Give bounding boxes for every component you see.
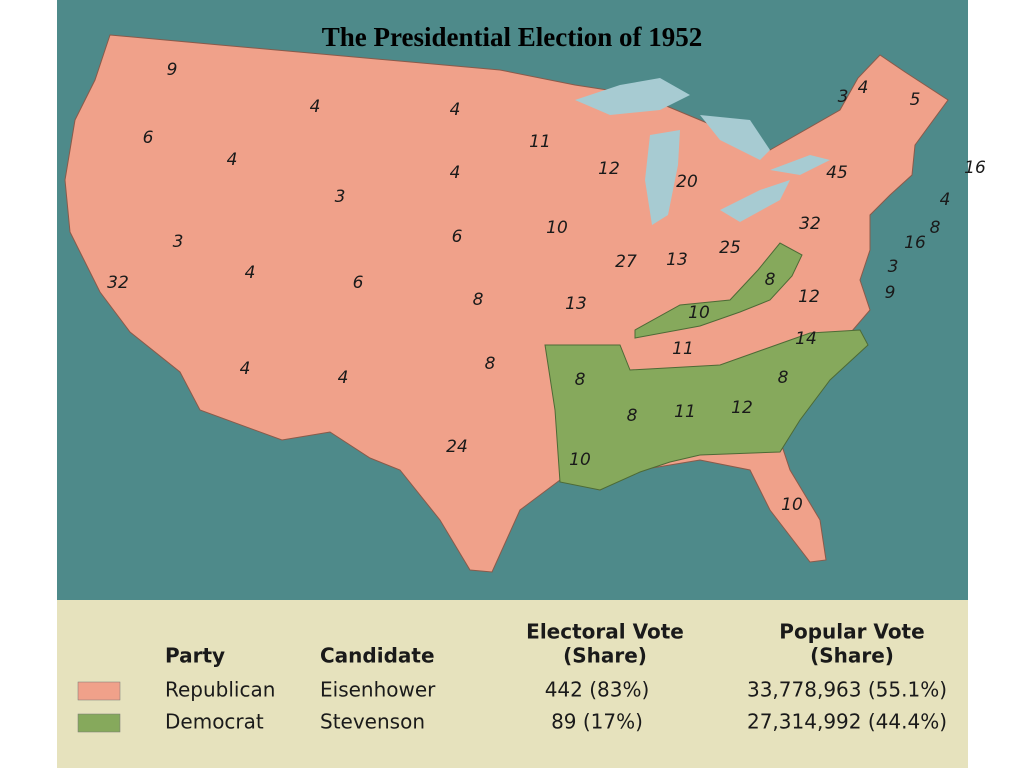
state-electoral-votes: 8	[473, 290, 484, 310]
lake	[575, 78, 690, 115]
state-electoral-votes: 4	[245, 263, 256, 283]
state-electoral-votes: 10	[688, 303, 710, 323]
popular-vote: 27,314,992 (44.4%)	[747, 710, 947, 734]
header-popular: (Share)	[810, 644, 894, 668]
state-electoral-votes: 9	[885, 283, 896, 303]
state-electoral-votes: 8	[627, 406, 638, 426]
state-electoral-votes: 27	[615, 252, 637, 272]
state-electoral-votes: 4	[940, 190, 951, 210]
header-electoral: Electoral Vote	[526, 620, 684, 644]
state-electoral-votes: 10	[781, 495, 803, 515]
lake	[645, 130, 680, 225]
state-electoral-votes: 5	[910, 90, 921, 110]
state-electoral-votes: 14	[795, 329, 817, 349]
header-popular: Popular Vote	[779, 620, 924, 644]
state-electoral-votes: 3	[173, 232, 184, 252]
state-electoral-votes: 6	[353, 273, 364, 293]
state-electoral-votes: 10	[546, 218, 568, 238]
electoral-vote: 442 (83%)	[545, 678, 650, 702]
state-electoral-votes: 45	[826, 163, 848, 183]
party: Republican	[165, 678, 275, 702]
state-electoral-votes: 13	[565, 294, 587, 314]
state-electoral-votes: 12	[598, 159, 620, 179]
state-electoral-votes: 8	[485, 354, 496, 374]
state-electoral-votes: 6	[452, 227, 463, 247]
state-electoral-votes: 25	[719, 238, 741, 258]
legend-panel	[57, 600, 968, 768]
state-electoral-votes: 3	[335, 187, 346, 207]
legend-table: Party Candidate Electoral Vote Popular Vote…	[77, 620, 947, 734]
state-electoral-votes: 32	[107, 273, 129, 293]
state-electoral-votes: 3	[888, 257, 899, 277]
state-electoral-votes: 16	[964, 158, 986, 178]
state-electoral-votes: 20	[676, 172, 698, 192]
party: Democrat	[165, 710, 264, 734]
header-candidate: Candidate	[320, 644, 435, 668]
state-electoral-votes: 11	[529, 132, 551, 152]
map-title: The Presidential Election of 1952	[322, 22, 702, 52]
state-electoral-votes: 11	[674, 402, 696, 422]
democrat-border	[634, 242, 803, 339]
state-electoral-votes: 3	[838, 87, 849, 107]
state-electoral-votes: 13	[666, 250, 688, 270]
state-electoral-votes: 4	[338, 368, 349, 388]
candidate: Stevenson	[320, 710, 425, 734]
state-electoral-votes: 8	[575, 370, 586, 390]
state-electoral-votes: 4	[240, 359, 251, 379]
state-electoral-votes: 4	[227, 150, 238, 170]
state-electoral-votes: 4	[450, 163, 461, 183]
democrat-south	[544, 329, 869, 491]
state-electoral-votes: 12	[798, 287, 820, 307]
legend-swatch	[77, 713, 121, 733]
state-electoral-votes: 8	[778, 368, 789, 388]
header-electoral: (Share)	[563, 644, 647, 668]
legend-swatch	[77, 681, 121, 701]
candidate: Eisenhower	[320, 678, 436, 702]
lake	[700, 115, 770, 160]
state-electoral-votes: 12	[731, 398, 753, 418]
header-party: Party	[165, 644, 225, 668]
state-electoral-votes: 11	[672, 339, 694, 359]
state-electoral-votes: 16	[904, 233, 926, 253]
state-electoral-votes: 6	[143, 128, 154, 148]
lake	[720, 180, 790, 222]
electoral-vote: 89 (17%)	[551, 710, 643, 734]
popular-vote: 33,778,963 (55.1%)	[747, 678, 947, 702]
state-electoral-votes: 24	[446, 437, 468, 457]
lake	[770, 155, 830, 175]
state-electoral-votes: 8	[930, 218, 941, 238]
state-electoral-votes: 8	[765, 270, 776, 290]
state-electoral-votes: 10	[569, 450, 591, 470]
state-electoral-votes: 4	[310, 97, 321, 117]
state-electoral-votes: 9	[167, 60, 178, 80]
state-electoral-votes: 4	[858, 78, 869, 98]
state-electoral-votes: 4	[450, 100, 461, 120]
state-electoral-votes: 32	[799, 214, 821, 234]
